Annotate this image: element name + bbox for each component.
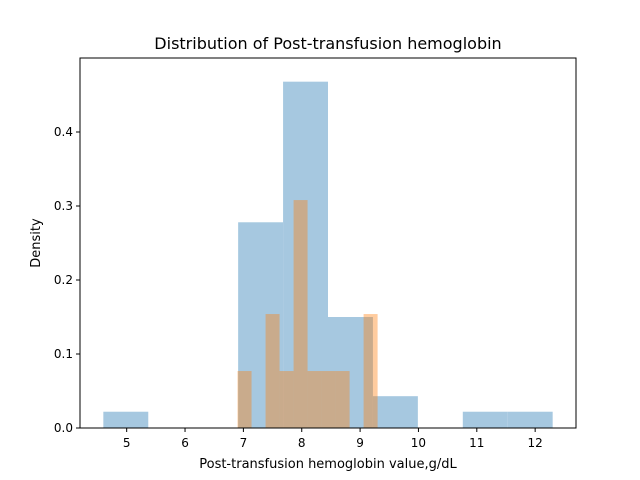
x-tick-label: 12 (528, 436, 543, 450)
histogram-bar-series1-bin10 (507, 411, 553, 428)
histogram-bar-series1-bin7 (372, 396, 418, 428)
histogram-bar-series1-bin9 (462, 411, 508, 428)
histogram-bar-series2-bin3 (265, 314, 280, 428)
y-axis: 0.0 0.1 0.2 0.3 0.4 (54, 125, 80, 435)
bars-layer (103, 81, 553, 429)
x-axis-label: Post-transfusion hemoglobin value,g/dL (199, 457, 457, 472)
histogram-bar-series2-bin4 (279, 371, 294, 428)
x-tick-label: 7 (240, 436, 248, 450)
histogram-bar-series2-bin10 (363, 314, 378, 428)
x-tick-label: 9 (356, 436, 364, 450)
y-tick-label: 0.4 (54, 125, 73, 139)
y-tick-label: 0.1 (54, 347, 73, 361)
histogram-bar-series1-bin6 (328, 317, 373, 428)
histogram-bar-series2-bin7 (321, 371, 336, 428)
x-axis: 5 6 7 8 9 10 11 12 (123, 428, 543, 450)
x-tick-label: 10 (411, 436, 426, 450)
histogram-bar-series2-bin5 (293, 200, 308, 428)
y-tick-label: 0.0 (54, 421, 73, 435)
histogram-bar-series2-bin6 (307, 371, 322, 428)
plot-frame (79, 57, 577, 429)
x-tick-label: 6 (181, 436, 189, 450)
y-tick-label: 0.2 (54, 273, 73, 287)
y-axis-label: Density (29, 218, 44, 268)
chart-title: Distribution of Post-transfusion hemoglo… (154, 34, 501, 53)
histogram-bar-series1-bin4 (238, 222, 284, 428)
x-tick-label: 5 (123, 436, 131, 450)
histogram-bar-series2-bin8 (335, 371, 350, 428)
x-tick-label: 8 (298, 436, 306, 450)
x-tick-label: 11 (469, 436, 484, 450)
histogram-bar-series1-bin1 (103, 411, 149, 428)
histogram-bar-series1-bin5 (283, 81, 328, 429)
y-tick-label: 0.3 (54, 199, 73, 213)
histogram-bar-series2-bin1 (237, 371, 252, 428)
